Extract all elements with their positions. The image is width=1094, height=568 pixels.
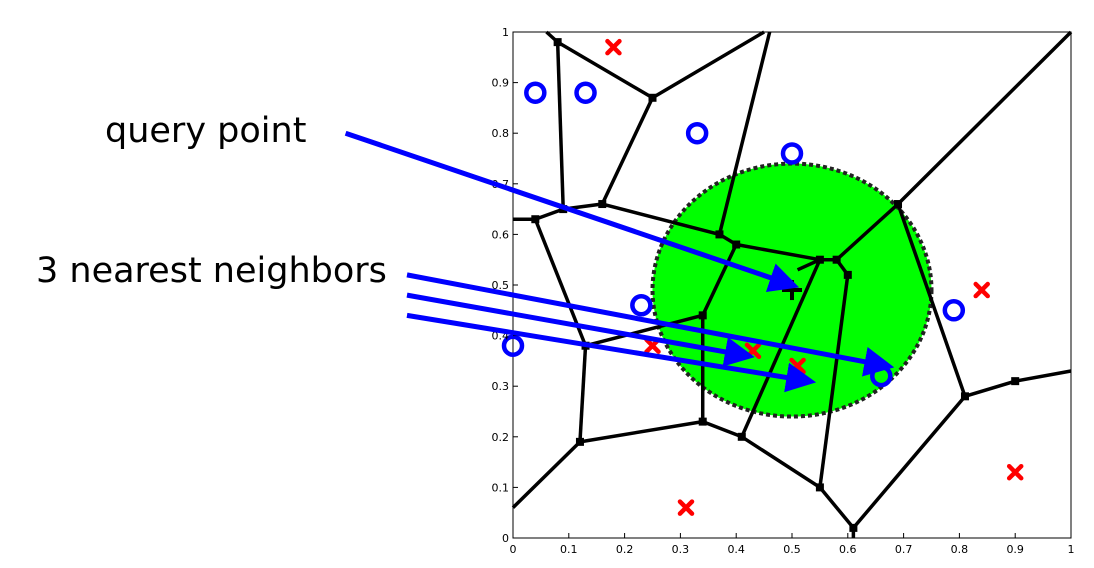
x-tick-label: 1 [1068, 543, 1075, 556]
y-tick-label: 1 [502, 26, 509, 39]
voronoi-edge [511, 440, 582, 509]
cross-point [1006, 463, 1024, 481]
x-tick-label: 0.6 [839, 543, 857, 556]
y-tick-label: 0.1 [492, 481, 510, 494]
voronoi-edge [964, 379, 1016, 398]
query-point-label: query point [105, 111, 306, 151]
x-tick-label: 0.2 [616, 543, 634, 556]
voronoi-vertex [598, 200, 607, 209]
voronoi-vertex [575, 437, 584, 446]
voronoi-vertex [894, 200, 903, 209]
x-tick-label: 0.7 [895, 543, 913, 556]
x-tick-label: 0 [510, 543, 517, 556]
voronoi-edge [818, 274, 850, 488]
x-tick-label: 0.8 [951, 543, 969, 556]
y-tick-label: 0.2 [492, 431, 510, 444]
voronoi-vertex [553, 38, 562, 47]
voronoi-edge [585, 313, 704, 348]
voronoi-edge [579, 419, 704, 444]
y-tick-label: 0.9 [492, 77, 510, 90]
voronoi-edge [651, 30, 765, 100]
voronoi-edge [818, 486, 855, 529]
annotation-arrows [344, 130, 895, 393]
y-tick-label: 0.5 [492, 279, 510, 292]
nearest-neighbors-label: 3 nearest neighbors [36, 251, 387, 291]
voronoi-vertex [815, 255, 824, 264]
cross-point [973, 281, 990, 299]
voronoi-vertex [815, 483, 824, 492]
annotation-arrow [406, 292, 755, 367]
voronoi-edge [735, 242, 821, 262]
y-tick-label: 0.3 [492, 380, 510, 393]
x-tick-label: 0.3 [672, 543, 690, 556]
voronoi-edge [701, 243, 738, 317]
plot-area: 0 0.1 0.2 0.3 0.4 0.5 0.6 0.7 0.8 0.9 1 0 0.1 0.2 0.3 0… [492, 26, 1075, 556]
cross-point [677, 499, 695, 516]
voronoi-vertex [648, 93, 657, 102]
voronoi-vertex [715, 230, 724, 239]
voronoi-vertex [1011, 377, 1020, 386]
voronoi-edge [852, 395, 967, 530]
voronoi-edge [555, 42, 565, 210]
axis-ticks: 0 0.1 0.2 0.3 0.4 0.5 0.6 0.7 0.8 0.9 1 0 0.1 0.2 0.3 0… [492, 26, 1075, 556]
annotation-arrow [406, 272, 895, 377]
circle-point [780, 142, 804, 165]
voronoi-vertex [832, 255, 841, 264]
voronoi-edge [1014, 369, 1072, 383]
voronoi-edge [835, 202, 900, 261]
voronoi-vertex [960, 392, 969, 401]
voronoi-edge [896, 203, 967, 397]
voronoi-edge [556, 40, 654, 100]
x-tick-label: 0.4 [727, 543, 745, 556]
circle-point [574, 81, 597, 104]
voronoi-edge [600, 97, 655, 205]
voronoi-vertex [698, 417, 707, 426]
annotation-arrow [344, 130, 800, 292]
circle-point [501, 334, 525, 357]
voronoi-edge [534, 207, 564, 221]
voronoi-vertex [737, 432, 746, 441]
circle-point [685, 121, 709, 145]
voronoi-edge [717, 31, 772, 235]
voronoi-edge [740, 435, 821, 489]
circle-point [942, 299, 966, 322]
annotation-arrow [406, 312, 817, 393]
circle-point [524, 81, 547, 104]
voronoi-edge [896, 30, 1073, 206]
voronoi-vertex [843, 270, 852, 279]
voronoi-vertex [732, 240, 741, 249]
y-tick-label: 0.6 [492, 228, 510, 241]
y-tick-label: 0 [502, 532, 509, 545]
x-tick-label: 0.5 [783, 543, 801, 556]
voronoi-vertex [531, 215, 540, 224]
circle-point [630, 293, 653, 317]
voronoi-vertex [698, 311, 707, 320]
x-tick-label: 0.9 [1006, 543, 1024, 556]
voronoi-vertex [849, 523, 858, 532]
voronoi-edge [601, 202, 720, 237]
x-tick-label: 0.1 [560, 543, 578, 556]
voronoi-edge [702, 419, 743, 439]
voronoi-edge [578, 345, 588, 442]
cross-point [605, 38, 622, 56]
y-tick-label: 0.8 [492, 127, 510, 140]
